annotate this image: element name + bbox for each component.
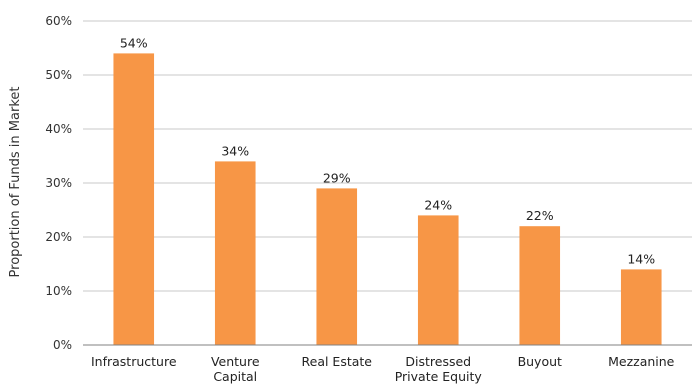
bars	[113, 53, 662, 346]
gridlines	[83, 20, 692, 292]
y-tick-label: 50%	[45, 68, 72, 82]
y-axis-ticks: 0% 10% 20% 30% 40% 50% 60%	[45, 14, 72, 352]
bar	[417, 215, 459, 345]
data-label: 14%	[627, 251, 655, 266]
data-label: 22%	[526, 208, 554, 223]
x-category-label: Private Equity	[395, 369, 483, 384]
x-category-label: Real Estate	[302, 354, 373, 369]
data-labels: 54% 34% 29% 24% 22% 14%	[120, 35, 655, 266]
data-label: 24%	[424, 197, 452, 212]
bar	[519, 226, 561, 345]
y-tick-label: 0%	[53, 338, 72, 352]
y-axis-title: Proportion of Funds in Market	[8, 87, 23, 278]
bar	[214, 161, 256, 345]
data-label: 34%	[221, 143, 249, 158]
x-category-label: Capital	[213, 369, 257, 384]
data-label: 54%	[120, 35, 148, 50]
y-tick-label: 40%	[45, 122, 72, 136]
x-category-label: Distressed	[405, 354, 471, 369]
x-category-label: Mezzanine	[608, 354, 675, 369]
x-category-label: Infrastructure	[91, 354, 177, 369]
y-tick-label: 10%	[45, 284, 72, 298]
bar	[113, 53, 155, 346]
x-category-label: Buyout	[518, 354, 562, 369]
bar	[620, 269, 662, 345]
x-category-label: Venture	[211, 354, 260, 369]
y-tick-label: 60%	[45, 14, 72, 28]
data-label: 29%	[323, 170, 351, 185]
bar	[316, 188, 358, 345]
y-tick-label: 20%	[45, 230, 72, 244]
y-tick-label: 30%	[45, 176, 72, 190]
